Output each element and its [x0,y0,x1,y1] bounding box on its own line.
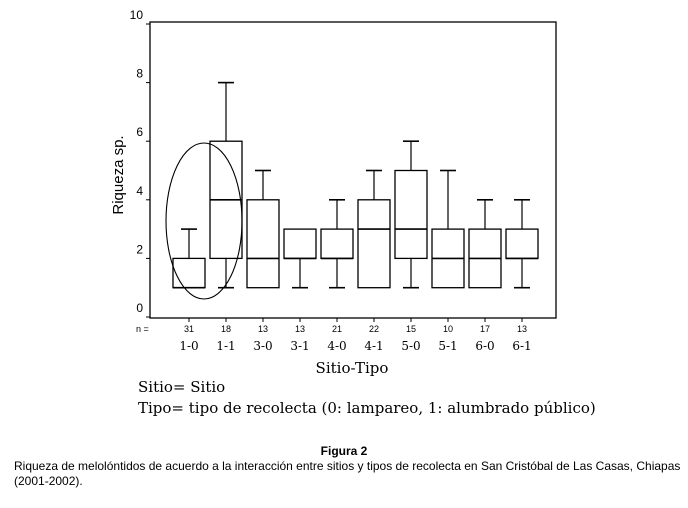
iqr-box [320,228,354,260]
n-count-label: 22 [369,324,379,334]
n-count-label: 31 [184,324,194,334]
y-tick-label: 4 [136,184,143,198]
box-5-0 [394,140,428,289]
category-label: 6-0 [475,339,494,353]
n-count-label: 13 [258,324,268,334]
category-label: 4-0 [327,339,346,353]
highlight-ellipse [165,142,243,300]
category-label: 4-1 [364,339,383,353]
n-count-label: 18 [221,324,231,334]
category-label: 6-1 [512,339,531,353]
iqr-box [172,257,206,289]
y-tick-label: 8 [136,67,143,81]
box-3-0 [246,169,280,289]
n-count-label: 15 [406,324,416,334]
y-tick-label: 6 [136,125,143,139]
box-series [172,81,539,289]
box-3-1 [283,228,317,289]
figure-caption: Riqueza de melolóntidos de acuerdo a la … [14,459,681,488]
iqr-box [394,169,428,260]
n-prefix-label: n = [136,324,149,334]
n-count-label: 17 [480,324,490,334]
x-axis: n = 31 1-0 18 1-1 13 3-0 13 3-1 21 4-0 22 4-1 15 5-0 10… [136,318,532,353]
box-1-0 [172,228,206,289]
category-label: 1-0 [179,339,198,353]
y-tick-label: 0 [136,301,143,315]
y-tick-label: 10 [130,8,144,22]
legend-tipo: Tipo= tipo de recolecta (0: lampareo, 1:… [138,399,596,417]
y-tick-label: 2 [136,242,143,256]
y-axis: 0 2 4 6 8 10 [130,8,150,318]
n-count-label: 13 [295,324,305,334]
legend-sitio: Sitio= Sitio [138,378,226,396]
category-label: 1-1 [216,339,235,353]
x-axis-label: Sitio-Tipo [316,359,389,377]
plot-frame [149,21,557,319]
box-4-0 [320,199,354,289]
category-label: 3-1 [290,339,309,353]
box-1-1 [209,81,243,289]
y-axis-label: Riqueza sp. [110,135,127,214]
n-count-label: 13 [517,324,527,334]
figure-title: Figura 2 [320,444,368,458]
iqr-box [283,228,317,260]
box-5-1 [431,169,465,289]
iqr-box [357,199,391,289]
n-count-label: 21 [332,324,342,334]
box-6-0 [468,199,502,289]
box-6-1 [505,199,539,289]
boxplot-chart: 0 2 4 6 8 10 n = 31 1-0 18 1-1 13 3-0 13 3-1 21 4-0 22 4-… [110,8,557,377]
box-4-1 [357,169,391,289]
iqr-box [246,199,280,289]
category-label: 5-1 [438,339,457,353]
category-label: 5-0 [401,339,420,353]
category-label: 3-0 [253,339,272,353]
iqr-box [505,228,539,260]
n-count-label: 10 [443,324,453,334]
